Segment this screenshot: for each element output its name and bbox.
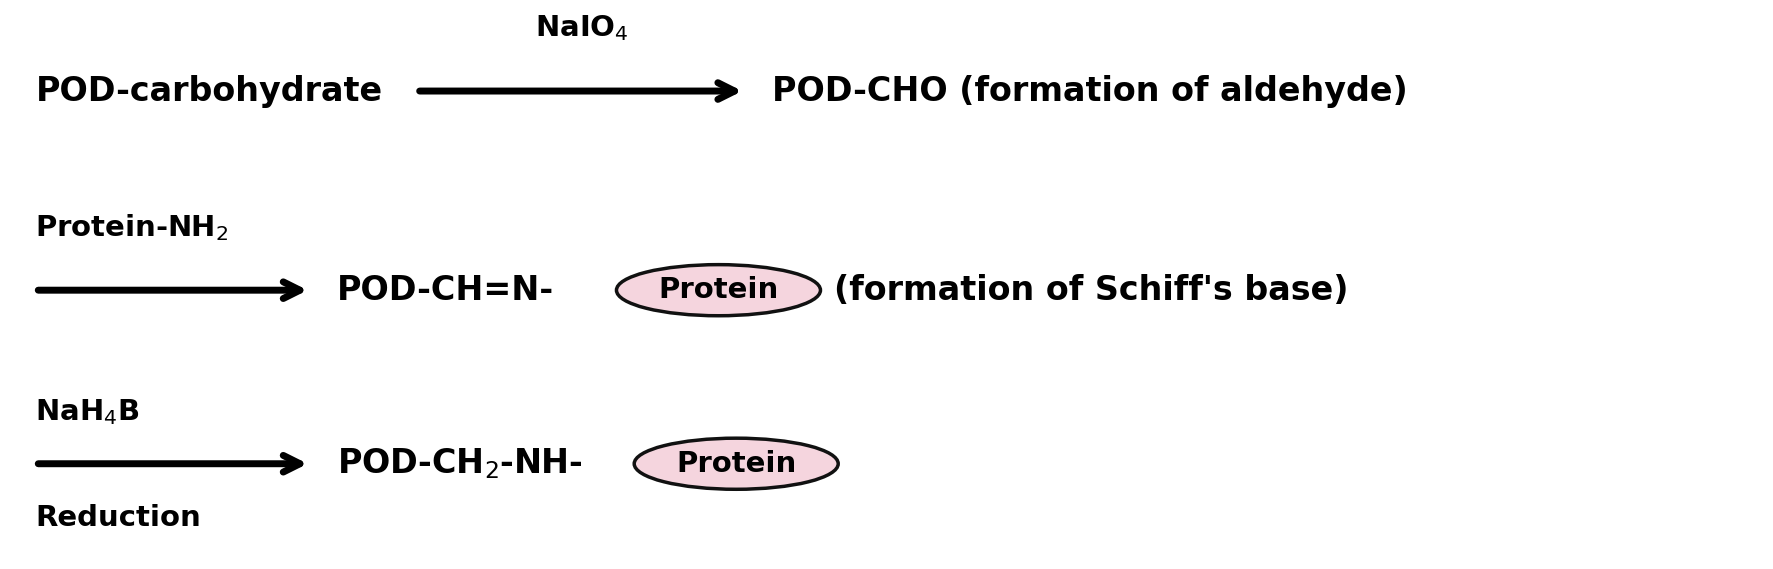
Text: POD-CHO (formation of aldehyde): POD-CHO (formation of aldehyde) — [771, 75, 1406, 108]
Text: POD-CH$_2$-NH-: POD-CH$_2$-NH- — [337, 447, 583, 481]
Text: Reduction: Reduction — [35, 504, 200, 532]
Text: POD-carbohydrate: POD-carbohydrate — [35, 75, 383, 108]
Text: Protein-NH$_2$: Protein-NH$_2$ — [35, 212, 229, 243]
Text: Protein: Protein — [658, 276, 778, 304]
Text: NaH$_4$B: NaH$_4$B — [35, 398, 140, 427]
Text: Protein: Protein — [676, 450, 796, 478]
Text: POD-CH=N-: POD-CH=N- — [337, 274, 553, 307]
Ellipse shape — [617, 265, 819, 316]
Text: (formation of Schiff's base): (formation of Schiff's base) — [833, 274, 1347, 307]
Text: NaIO$_4$: NaIO$_4$ — [535, 14, 628, 43]
Ellipse shape — [635, 438, 839, 489]
